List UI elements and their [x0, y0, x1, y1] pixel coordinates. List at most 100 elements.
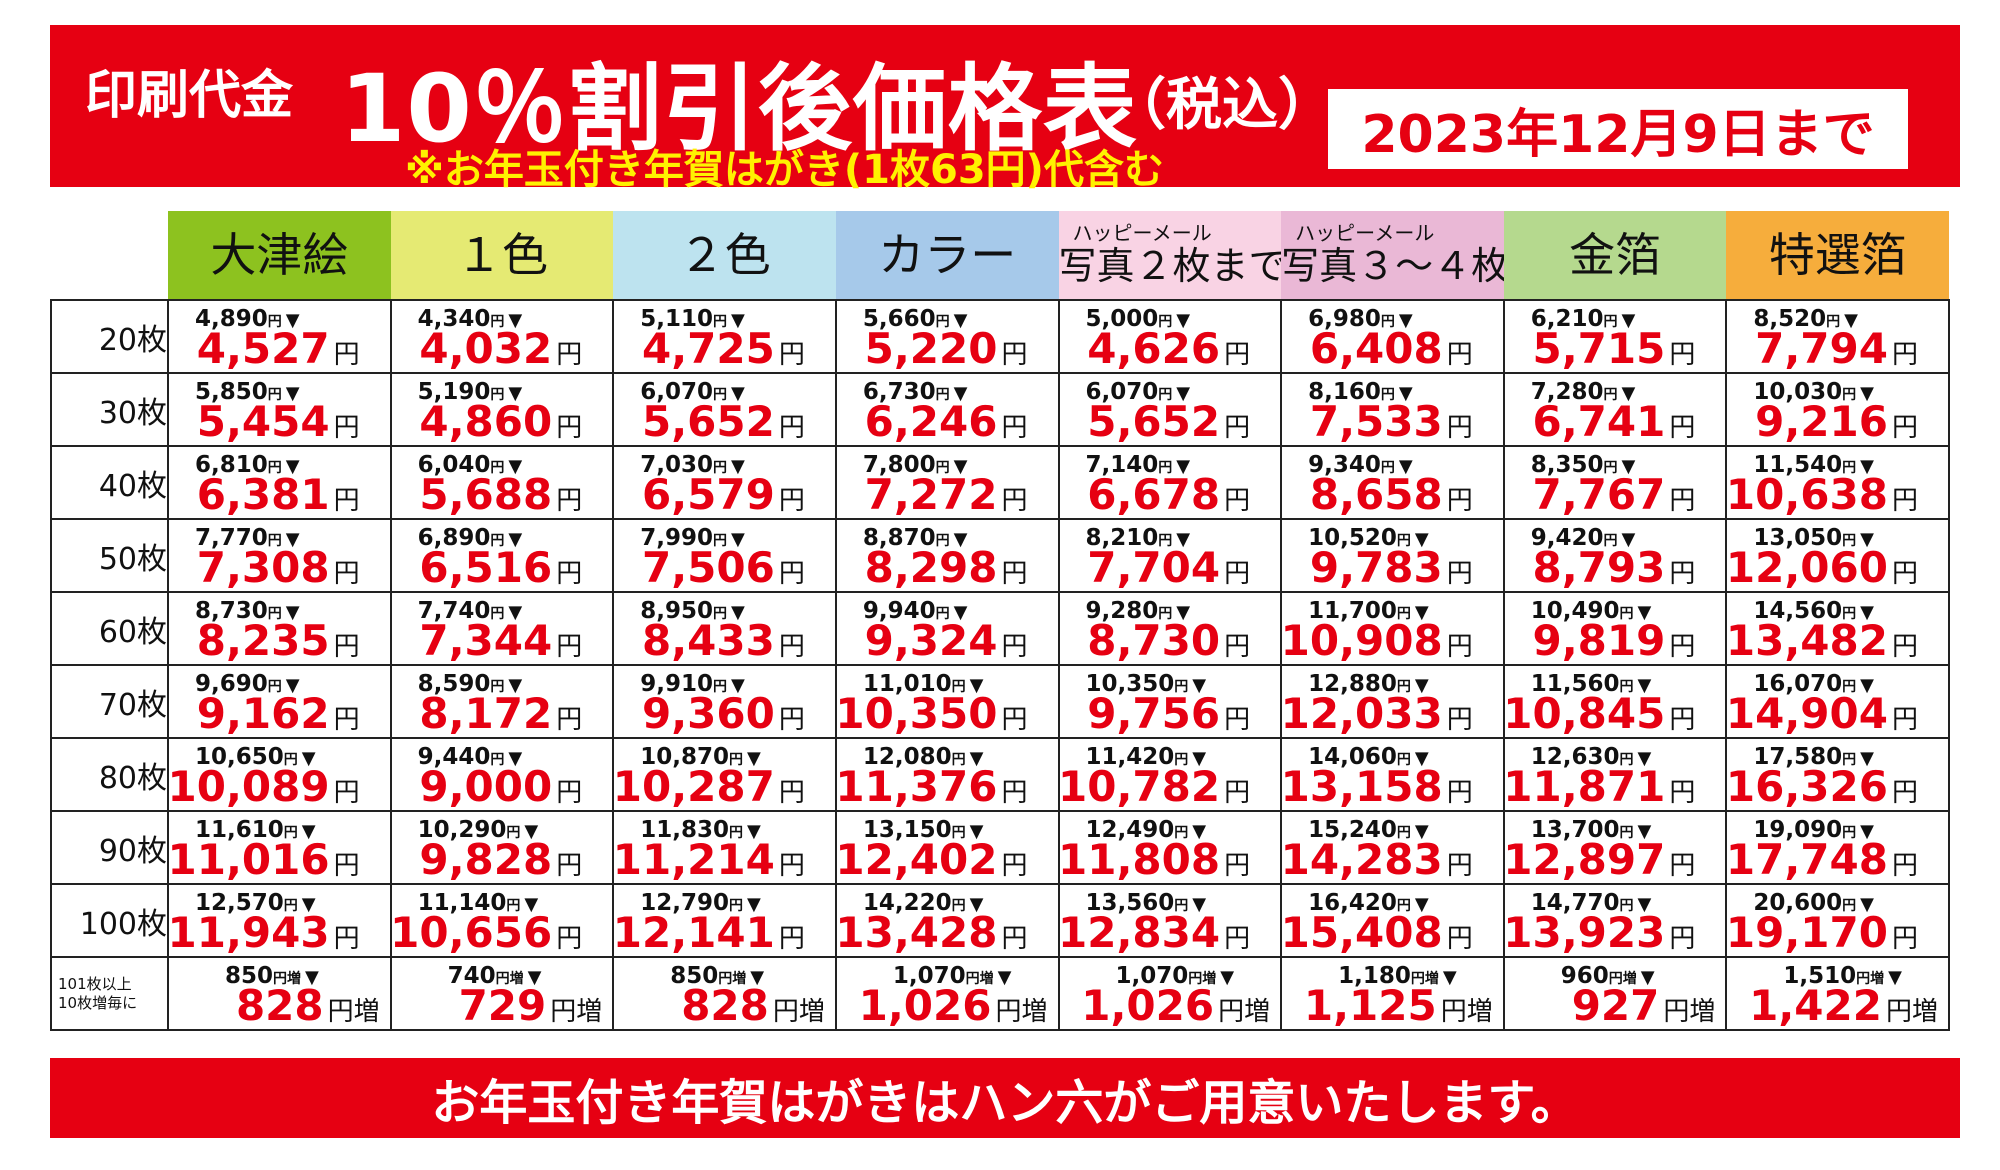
original-price-value: 1,180: [1338, 963, 1411, 989]
original-price-value: 11,010: [862, 671, 952, 697]
original-price-unit: 円: [951, 898, 966, 914]
column-header-label: カラー: [878, 228, 1017, 282]
discounted-price: 8,172 円: [419, 692, 582, 736]
down-triangle-icon: ▼: [1192, 675, 1207, 696]
original-price: 9,690円 ▼: [195, 671, 300, 697]
original-price: 8,210円 ▼: [1086, 525, 1191, 551]
price-cell: 9,280円 ▼ 8,730 円: [1057, 591, 1283, 666]
down-triangle-icon: ▼: [1414, 821, 1429, 842]
original-price-unit: 円: [490, 460, 505, 476]
discounted-price-value: 7,272: [864, 470, 998, 519]
discounted-price-value: 4,032: [419, 324, 553, 373]
down-triangle-icon: ▼: [731, 529, 745, 550]
discounted-price-unit: 円増: [1885, 997, 1938, 1027]
discounted-price-value: 13,428: [835, 908, 998, 957]
down-triangle-icon: ▼: [1860, 748, 1874, 769]
original-price-unit: 円増: [718, 971, 747, 987]
original-price-unit: 円: [267, 679, 282, 695]
discounted-price-value: 828: [235, 981, 324, 1030]
original-price-unit: 円: [1826, 314, 1841, 330]
original-price: 9,420円 ▼: [1531, 525, 1636, 551]
original-price-unit: 円: [729, 825, 744, 841]
original-price-value: 15,240: [1308, 817, 1397, 843]
discounted-price-unit: 円: [1669, 340, 1696, 370]
discounted-price-value: 5,454: [196, 397, 330, 446]
original-price: 12,790円 ▼: [640, 890, 761, 916]
price-cell: 8,730円 ▼ 8,235 円: [167, 591, 392, 666]
price-cell: 9,690円 ▼ 9,162 円: [167, 664, 392, 739]
original-price-unit: 円: [1842, 387, 1857, 403]
discounted-price-value: 16,326: [1725, 762, 1888, 811]
original-price-unit: 円: [935, 387, 950, 403]
original-price-value: 8,520: [1753, 306, 1827, 332]
column-header-label: ２色: [678, 228, 771, 282]
row-label: 101枚以上 10枚増毎に: [50, 956, 169, 1031]
original-price-unit: 円: [490, 679, 505, 695]
discounted-price: 12,834 円: [1058, 911, 1250, 955]
price-cell: 10,490円 ▼ 9,819 円: [1502, 591, 1728, 666]
price-cell: 7,740円 ▼ 7,344 円: [389, 591, 615, 666]
discounted-price: 7,308 円: [197, 546, 360, 590]
table-row: 20枚 4,890円 ▼ 4,527 円 4,340円 ▼ 4,032 円 5,110円 ▼ 4,72…: [50, 299, 1950, 374]
original-price-unit: 円: [283, 898, 298, 914]
price-cell: 10,290円 ▼ 9,828 円: [389, 810, 615, 885]
discounted-price-value: 7,794: [1755, 324, 1888, 373]
price-cell: 11,830円 ▼ 11,214 円: [612, 810, 837, 885]
original-price-unit: 円: [1619, 825, 1634, 841]
discounted-price-value: 6,246: [864, 397, 998, 446]
original-price-value: 1,510: [1783, 963, 1857, 989]
price-cell: 7,280円 ▼ 6,741 円: [1502, 372, 1728, 447]
original-price-unit: 円: [1174, 825, 1189, 841]
banner-lead: 印刷代金: [85, 66, 294, 126]
discounted-price-unit: 円: [1446, 705, 1473, 735]
original-price-value: 14,560: [1753, 598, 1843, 624]
price-cell: 1,070円増 ▼ 1,026 円増: [834, 956, 1060, 1031]
column-header-2: １色: [390, 211, 614, 300]
original-price: 12,490円 ▼: [1086, 817, 1207, 843]
discounted-price: 13,482 円: [1726, 619, 1918, 663]
down-triangle-icon: ▼: [1414, 675, 1429, 696]
price-cell: 9,440円 ▼ 9,000 円: [389, 737, 615, 812]
original-price: 11,610円 ▼: [195, 817, 316, 843]
original-price: 14,560円 ▼: [1753, 598, 1874, 624]
discounted-price-unit: 円: [556, 340, 583, 370]
discounted-price: 19,170 円: [1726, 911, 1918, 955]
original-price-value: 850: [670, 963, 719, 989]
discounted-price: 9,819 円: [1533, 619, 1696, 663]
discounted-price-unit: 円: [1224, 778, 1251, 808]
down-triangle-icon: ▼: [301, 894, 316, 915]
column-header-3: ２色: [613, 211, 836, 300]
discounted-price: 12,897 円: [1503, 838, 1695, 882]
discounted-price-unit: 円: [1001, 778, 1028, 808]
price-cell: 4,890円 ▼ 4,527 円: [167, 299, 392, 374]
original-price-value: 13,700: [1530, 817, 1620, 843]
original-price: 11,700円 ▼: [1308, 598, 1429, 624]
original-price-unit: 円: [713, 387, 728, 403]
discounted-price-unit: 円: [1446, 559, 1473, 589]
discounted-price-unit: 円: [1669, 778, 1696, 808]
discounted-price-value: 4,860: [419, 397, 553, 446]
original-price-unit: 円増: [273, 971, 302, 987]
discounted-price: 12,060 円: [1726, 546, 1918, 590]
down-triangle-icon: ▼: [1176, 602, 1191, 623]
original-price: 8,350円 ▼: [1531, 452, 1636, 478]
original-price-value: 16,420: [1308, 890, 1397, 916]
down-triangle-icon: ▼: [1637, 675, 1652, 696]
discounted-price-unit: 円: [1224, 924, 1251, 954]
original-price: 19,090円 ▼: [1753, 817, 1874, 843]
original-price-value: 9,420: [1530, 525, 1604, 551]
down-triangle-icon: ▼: [524, 821, 539, 842]
price-cell: 19,090円 ▼ 17,748 円: [1725, 810, 1950, 885]
discounted-price: 14,283 円: [1281, 838, 1473, 882]
original-price: 6,040円 ▼: [418, 452, 523, 478]
original-price: 7,990円 ▼: [640, 525, 745, 551]
original-price-value: 6,070: [640, 379, 714, 405]
down-triangle-icon: ▼: [731, 310, 745, 331]
original-price: 7,740円 ▼: [418, 598, 523, 624]
original-price-value: 16,070: [1753, 671, 1843, 697]
down-triangle-icon: ▼: [285, 602, 300, 623]
original-price: 9,280円 ▼: [1086, 598, 1191, 624]
includes-postcard-note: ※お年玉付き年賀はがき(1枚63円)代含む: [405, 147, 1164, 193]
down-triangle-icon: ▼: [1414, 602, 1429, 623]
discounted-price-unit: 円: [778, 632, 805, 662]
